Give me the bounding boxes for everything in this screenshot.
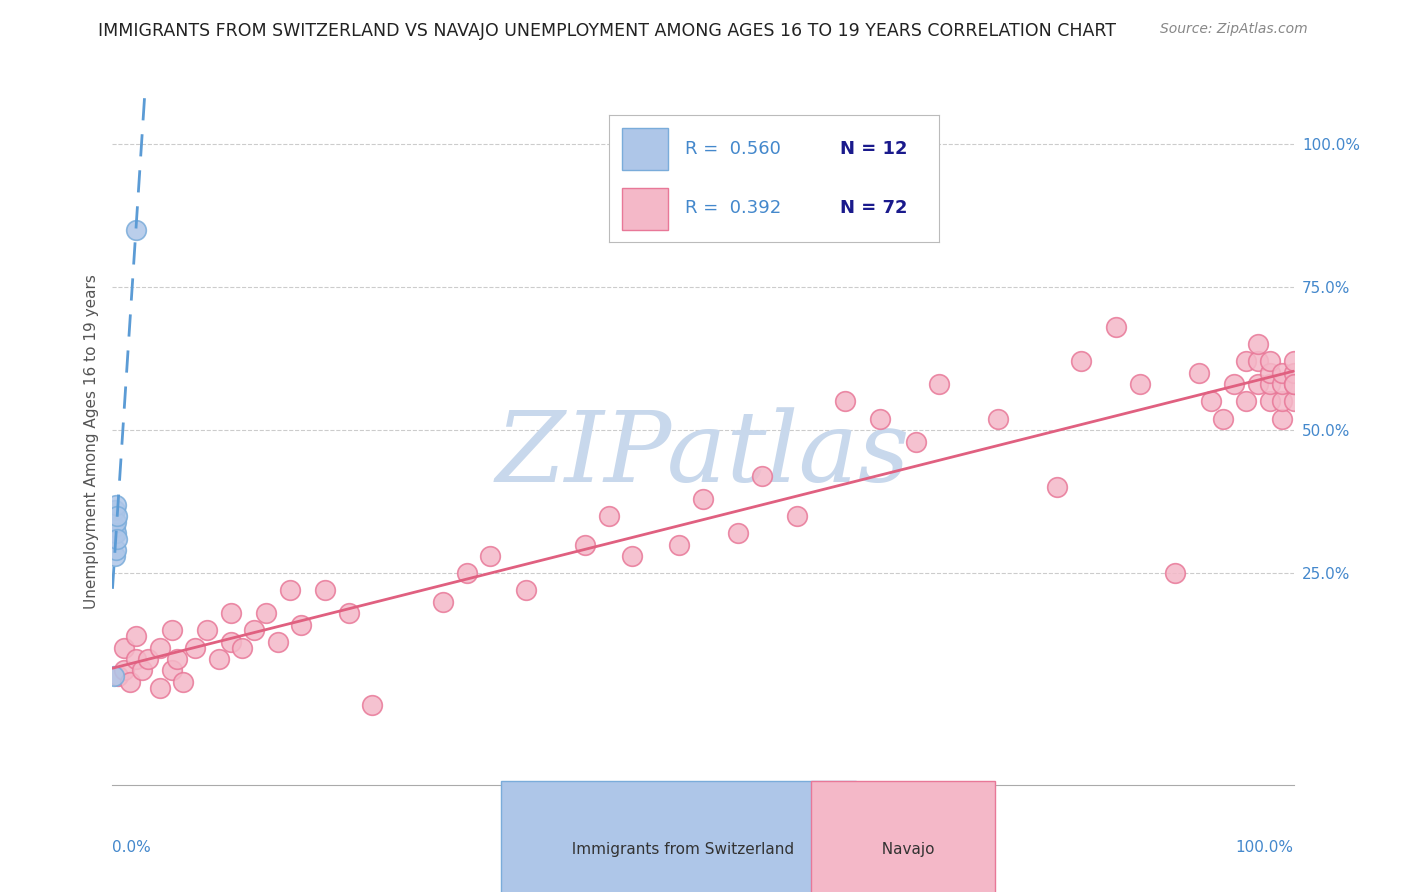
Point xyxy=(254,607,277,621)
Text: Navajo: Navajo xyxy=(872,842,934,856)
Point xyxy=(1258,366,1281,380)
Point xyxy=(1129,377,1152,392)
Text: 0.0%: 0.0% xyxy=(112,840,152,855)
Point xyxy=(515,583,537,598)
Point xyxy=(834,394,856,409)
Point xyxy=(1258,354,1281,368)
Point xyxy=(104,520,127,534)
Point xyxy=(751,469,773,483)
Point xyxy=(149,640,172,655)
Point xyxy=(337,607,360,621)
Point xyxy=(112,664,135,678)
Point xyxy=(904,434,927,449)
Point xyxy=(105,515,128,529)
Point xyxy=(314,583,336,598)
Point xyxy=(219,607,242,621)
Point xyxy=(479,549,502,563)
Point xyxy=(1046,480,1069,494)
Point xyxy=(1234,394,1257,409)
Point xyxy=(166,652,188,666)
Point xyxy=(172,675,194,690)
Point xyxy=(125,223,148,237)
Point xyxy=(1282,377,1305,392)
Point xyxy=(1282,377,1305,392)
Point xyxy=(1247,354,1270,368)
Text: 100.0%: 100.0% xyxy=(1236,840,1294,855)
Point xyxy=(1271,366,1294,380)
Point xyxy=(1258,377,1281,392)
Point xyxy=(1212,411,1234,425)
Point xyxy=(104,503,127,517)
Point xyxy=(103,526,125,541)
Point xyxy=(267,635,290,649)
Point xyxy=(136,652,159,666)
Point xyxy=(219,635,242,649)
Point xyxy=(987,411,1010,425)
Point xyxy=(278,583,301,598)
Point xyxy=(125,652,148,666)
Point xyxy=(160,664,183,678)
Point xyxy=(1271,394,1294,409)
Point xyxy=(1247,337,1270,351)
Point xyxy=(1282,394,1305,409)
Point xyxy=(574,537,596,551)
Point xyxy=(131,664,153,678)
Point xyxy=(125,629,148,643)
Point xyxy=(361,698,384,712)
Point xyxy=(103,669,125,683)
Point xyxy=(621,549,644,563)
Point xyxy=(1234,354,1257,368)
Point xyxy=(1258,394,1281,409)
Point xyxy=(1105,320,1128,334)
Text: ZIPatlas: ZIPatlas xyxy=(496,408,910,503)
Point xyxy=(160,624,183,638)
Point xyxy=(149,681,172,695)
Point xyxy=(195,624,218,638)
Point xyxy=(1247,377,1270,392)
Point xyxy=(1282,366,1305,380)
Point xyxy=(1164,566,1187,581)
Point xyxy=(786,508,808,523)
Point xyxy=(120,675,142,690)
Point xyxy=(928,377,950,392)
Point xyxy=(668,537,690,551)
Point xyxy=(105,498,128,512)
Point xyxy=(432,595,454,609)
Point xyxy=(104,549,127,563)
Point xyxy=(692,491,714,506)
Text: Source: ZipAtlas.com: Source: ZipAtlas.com xyxy=(1160,22,1308,37)
Point xyxy=(105,526,128,541)
Point xyxy=(1271,411,1294,425)
Point xyxy=(107,669,129,683)
Point xyxy=(727,526,749,541)
Point xyxy=(1188,366,1211,380)
Point xyxy=(1070,354,1092,368)
Point xyxy=(105,508,128,523)
Point xyxy=(869,411,891,425)
Point xyxy=(1223,377,1246,392)
Point xyxy=(105,532,128,546)
Point xyxy=(290,617,312,632)
Point xyxy=(184,640,207,655)
Point xyxy=(208,652,231,666)
Text: IMMIGRANTS FROM SWITZERLAND VS NAVAJO UNEMPLOYMENT AMONG AGES 16 TO 19 YEARS COR: IMMIGRANTS FROM SWITZERLAND VS NAVAJO UN… xyxy=(98,22,1116,40)
Text: Immigrants from Switzerland: Immigrants from Switzerland xyxy=(562,842,794,856)
Point xyxy=(1271,377,1294,392)
Y-axis label: Unemployment Among Ages 16 to 19 years: Unemployment Among Ages 16 to 19 years xyxy=(83,274,98,609)
Point xyxy=(105,543,128,558)
Point xyxy=(243,624,266,638)
Point xyxy=(1199,394,1222,409)
Point xyxy=(231,640,253,655)
Point xyxy=(1282,354,1305,368)
Point xyxy=(598,508,620,523)
Point xyxy=(456,566,478,581)
Point xyxy=(112,640,135,655)
